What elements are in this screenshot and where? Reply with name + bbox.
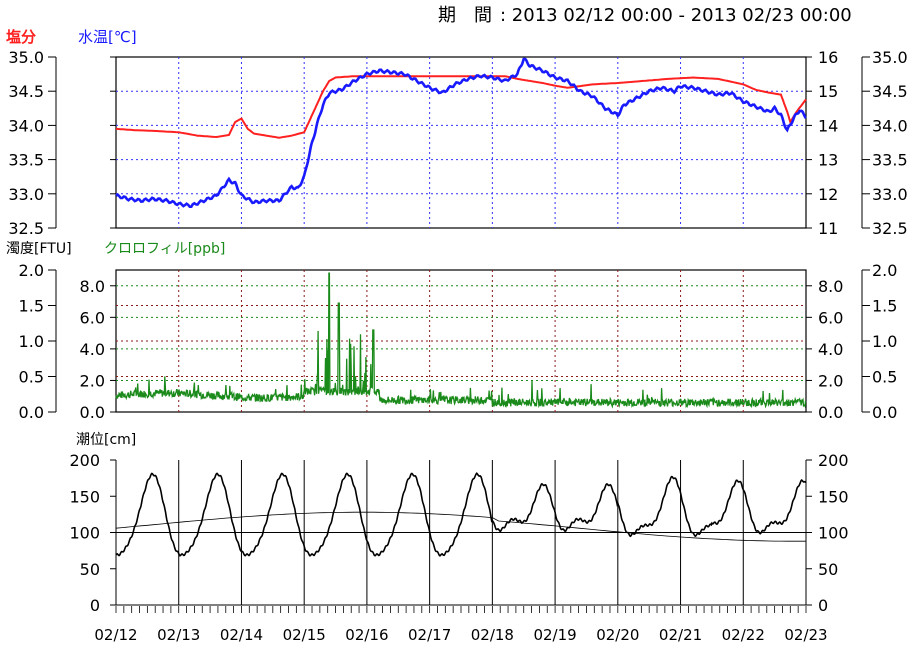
salinity-tick-label: 34.0 (8, 116, 44, 135)
salinity-right-tick-label: 33.0 (872, 185, 908, 204)
x-tick-label: 02/21 (659, 626, 702, 644)
water-temp-series-line (115, 57, 807, 208)
salinity-tick-label: 32.5 (8, 219, 44, 238)
x-tick-label: 02/18 (471, 626, 514, 644)
salinity-tick-label: 33.5 (8, 151, 44, 170)
water-temp-tick-label: 13 (818, 151, 838, 170)
chlorophyll-tick-label: 4.0 (80, 340, 105, 359)
tide-axis-title: 潮位[cm] (76, 432, 136, 448)
panel-salinity-temp: 35.0 34.5 34.0 33.5 33.0 32.5 16 15 14 13 12 11 35.0… (8, 48, 907, 238)
x-tick-label: 02/13 (157, 626, 200, 644)
tide-right-tick-label: 100 (818, 524, 849, 543)
plot-frame (115, 56, 807, 229)
tide-right-tick-label: 150 (818, 487, 849, 506)
panel-turbidity-chlorophyll: 2.0 1.5 1.0 0.5 0.0 2.0 1.5 1.0 0.5 0.0 8.0 6.0 4.0 2… (19, 261, 898, 422)
turbidity-right-tick-label: 1.5 (872, 297, 897, 316)
tide-right-tick-label: 0 (818, 596, 828, 615)
tide-right-tick-label: 200 (818, 451, 849, 470)
x-tick-label: 02/23 (784, 626, 827, 644)
turbidity-right-tick-label: 1.0 (872, 332, 897, 351)
salinity-tick-label: 34.5 (8, 82, 44, 101)
x-tick-label: 02/19 (533, 626, 576, 644)
water-temp-tick-label: 12 (818, 185, 838, 204)
salinity-tick-label: 35.0 (8, 48, 44, 67)
turbidity-tick-label: 1.0 (19, 332, 44, 351)
period-value: : 2013 02/12 00:00 - 2013 02/23 00:00 (500, 5, 852, 26)
tide-tick-label: 50 (80, 560, 100, 579)
water-temp-tick-label: 14 (818, 116, 838, 135)
tide-tick-label: 200 (69, 451, 100, 470)
chlorophyll-tick-label: 2.0 (80, 371, 105, 390)
turbidity-tick-label: 2.0 (19, 261, 44, 280)
chlorophyll-right-tick-label: 0.0 (818, 403, 843, 422)
salinity-right-tick-label: 35.0 (872, 48, 908, 67)
x-tick-label: 02/14 (220, 626, 263, 644)
period-label: 期 間 (438, 5, 492, 26)
turbidity-tick-label: 0.0 (19, 403, 44, 422)
x-tick-label: 02/17 (408, 626, 451, 644)
x-tick-label: 02/12 (94, 626, 137, 644)
salinity-tick-label: 33.0 (8, 185, 44, 204)
tide-right-tick-label: 50 (818, 560, 838, 579)
turbidity-right-tick-label: 2.0 (872, 261, 897, 280)
water-temp-tick-label: 16 (818, 48, 838, 67)
chlorophyll-tick-label: 0.0 (80, 403, 105, 422)
tide-mean-line (115, 511, 806, 542)
chlorophyll-right-tick-label: 6.0 (818, 308, 843, 327)
water-temp-tick-label: 15 (818, 82, 838, 101)
salinity-series-line (115, 75, 807, 139)
salinity-right-tick-label: 32.5 (872, 219, 908, 238)
panel-tide: 200 200 150 150 100 100 50 50 0 0 (69, 451, 848, 615)
x-axis: 02/12 02/13 02/14 02/15 02/16 02/17 02/18 02/19… (94, 606, 828, 644)
chlorophyll-tick-label: 6.0 (80, 308, 105, 327)
water-temp-axis-title: 水温[℃] (78, 28, 137, 46)
tide-tick-label: 150 (69, 487, 100, 506)
salinity-axis-title: 塩分 (6, 28, 36, 46)
tide-tick-label: 0 (90, 596, 100, 615)
turbidity-right-tick-label: 0.5 (872, 368, 897, 387)
salinity-right-tick-label: 33.5 (872, 151, 908, 170)
tide-tick-label: 100 (69, 524, 100, 543)
chlorophyll-right-tick-label: 2.0 (818, 371, 843, 390)
salinity-right-tick-label: 34.0 (872, 116, 908, 135)
turbidity-right-tick-label: 0.0 (872, 403, 897, 422)
x-tick-label: 02/20 (596, 626, 639, 644)
chlorophyll-axis-title: クロロフィル[ppb] (104, 241, 225, 257)
water-temp-tick-label: 11 (818, 219, 838, 238)
turbidity-axis-title: 濁度[FTU] (6, 241, 72, 257)
turbidity-tick-label: 1.5 (19, 297, 44, 316)
chlorophyll-right-tick-label: 8.0 (818, 277, 843, 296)
x-tick-label: 02/22 (722, 626, 765, 644)
salinity-right-tick-label: 34.5 (872, 82, 908, 101)
turbidity-tick-label: 0.5 (19, 368, 44, 387)
chlorophyll-right-tick-label: 4.0 (818, 340, 843, 359)
chlorophyll-tick-label: 8.0 (80, 277, 105, 296)
x-tick-label: 02/15 (283, 626, 326, 644)
tide-series-line (115, 472, 807, 557)
x-tick-label: 02/16 (345, 626, 388, 644)
chlorophyll-series-line (115, 272, 807, 409)
